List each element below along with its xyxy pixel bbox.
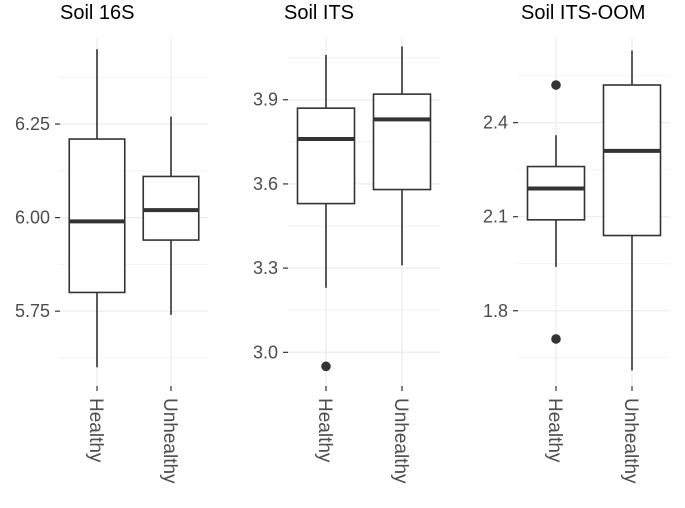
outlier-point — [551, 334, 561, 344]
x-tick-label: Unhealthy — [620, 398, 641, 484]
panel-2: 3.0 3.3 3.6 3.9 Healthy Unhealthy Soil ITS — [253, 2, 440, 484]
iqr-box — [372, 93, 432, 191]
box-unhealthy — [372, 46, 432, 266]
y-tick-label: 3.3 — [253, 258, 278, 278]
outlier-point — [321, 361, 331, 372]
iqr-box — [68, 138, 126, 294]
y-tick-label: 2.1 — [483, 207, 508, 227]
x-tick-label: Unhealthy — [159, 398, 180, 484]
x-tick-label: Unhealthy — [390, 398, 411, 484]
box-healthy — [68, 49, 126, 368]
y-tick-label: 3.9 — [253, 90, 278, 110]
x-tick-label: Healthy — [544, 398, 565, 463]
box-unhealthy — [602, 50, 662, 371]
x-tick-label: Healthy — [314, 398, 335, 463]
x-tick-label: Healthy — [85, 398, 106, 463]
box-unhealthy — [142, 116, 200, 315]
panel-1: 5.75 6.00 6.25 Healthy Unhealthy Soil 16S — [15, 2, 208, 484]
y-tick-label: 6.00 — [15, 208, 50, 228]
y-tick-label: 2.4 — [483, 113, 508, 133]
y-tick-label: 5.75 — [15, 301, 50, 321]
y-tick-label: 3.0 — [253, 342, 278, 362]
outlier-point — [551, 80, 561, 90]
panel-background — [288, 38, 440, 386]
panel-title: Soil 16S — [60, 2, 135, 24]
y-tick-label: 1.8 — [483, 301, 508, 321]
box-healthy — [526, 80, 586, 344]
iqr-box — [526, 165, 586, 221]
iqr-box — [296, 107, 356, 205]
panel-title: Soil ITS-OOM — [521, 2, 645, 24]
panel-3: 1.8 2.1 2.4 Healthy Unhealthy Soil ITS-OOM — [483, 2, 670, 484]
y-tick-label: 3.6 — [253, 174, 278, 194]
box-healthy — [296, 54, 356, 372]
iqr-box — [602, 84, 662, 237]
y-tick-label: 6.25 — [15, 114, 50, 134]
panel-title: Soil ITS — [284, 2, 354, 24]
